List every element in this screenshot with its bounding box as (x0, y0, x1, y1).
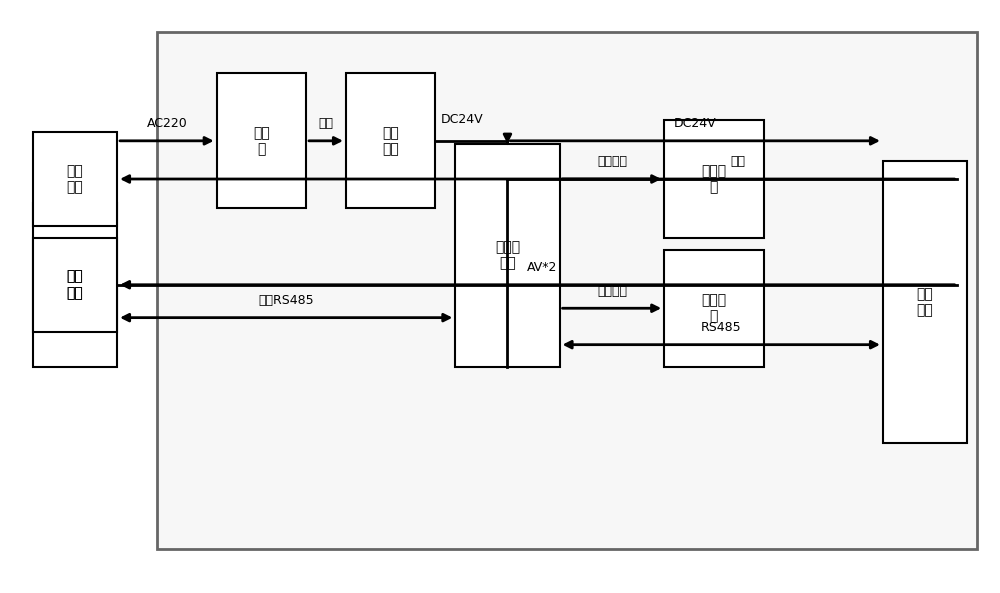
Text: 电源
接口: 电源 接口 (66, 270, 83, 300)
Bar (157, 32, 977, 549)
Bar (346, 74, 435, 208)
Text: DC24V: DC24V (440, 113, 483, 126)
Bar (33, 202, 117, 367)
Text: DC24V: DC24V (674, 117, 716, 130)
Text: 电源: 电源 (318, 117, 333, 130)
Bar (664, 120, 764, 238)
Bar (455, 144, 560, 367)
Bar (883, 161, 967, 444)
Text: 伺服控制: 伺服控制 (597, 155, 627, 168)
Text: 备用RS485: 备用RS485 (258, 294, 314, 307)
Text: 俧仰电
机: 俧仰电 机 (701, 293, 726, 323)
Text: 方位电
机: 方位电 机 (701, 164, 726, 194)
Bar (664, 250, 764, 367)
Text: 视频
接口: 视频 接口 (66, 270, 83, 300)
Text: AC220: AC220 (146, 117, 187, 130)
Text: 网络
接口: 网络 接口 (66, 164, 83, 194)
Text: AV*2: AV*2 (527, 261, 557, 274)
Text: 伺服控
制板: 伺服控 制板 (495, 240, 520, 270)
Text: 滤波
器: 滤波 器 (253, 126, 270, 156)
Bar (33, 238, 117, 331)
Text: 伺服控制: 伺服控制 (597, 285, 627, 298)
Text: RS485: RS485 (701, 321, 742, 334)
Bar (217, 74, 306, 208)
Bar (33, 132, 117, 226)
Text: 网络: 网络 (730, 155, 745, 168)
Text: 开关
电源: 开关 电源 (382, 126, 399, 156)
Text: 摄像
前端: 摄像 前端 (917, 287, 934, 317)
